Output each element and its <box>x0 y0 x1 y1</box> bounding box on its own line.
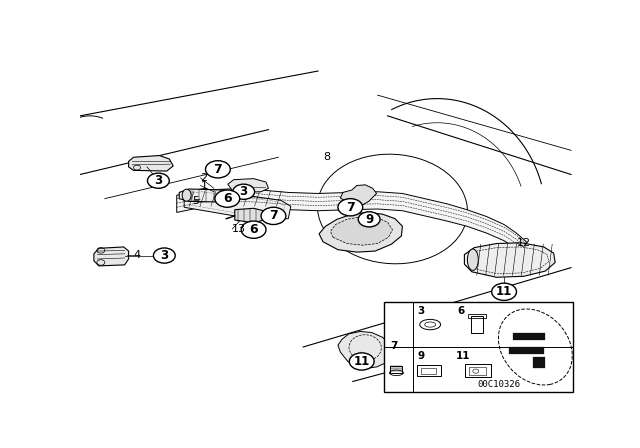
Circle shape <box>261 207 286 224</box>
Text: 5: 5 <box>192 196 199 207</box>
Text: 11: 11 <box>496 285 512 298</box>
Text: 13: 13 <box>232 224 246 234</box>
Text: 9: 9 <box>365 213 373 226</box>
Ellipse shape <box>467 249 478 271</box>
Polygon shape <box>338 332 392 368</box>
Bar <box>471 316 483 333</box>
Text: 3: 3 <box>160 249 168 262</box>
Bar <box>383 302 573 392</box>
Polygon shape <box>235 208 264 223</box>
Text: 3: 3 <box>417 306 424 316</box>
Polygon shape <box>179 189 234 202</box>
Ellipse shape <box>182 189 191 201</box>
Bar <box>465 364 491 377</box>
Polygon shape <box>129 155 173 171</box>
Text: 2: 2 <box>200 173 207 183</box>
Circle shape <box>358 212 380 227</box>
Bar <box>417 365 441 376</box>
Circle shape <box>205 161 230 178</box>
Bar <box>390 366 403 373</box>
Bar <box>513 333 545 340</box>
Polygon shape <box>340 185 376 208</box>
Polygon shape <box>330 216 392 245</box>
Bar <box>509 347 544 354</box>
Polygon shape <box>465 243 555 277</box>
Circle shape <box>241 221 266 238</box>
Text: 10: 10 <box>397 358 412 367</box>
Polygon shape <box>94 247 129 266</box>
Circle shape <box>147 173 169 188</box>
Text: 6: 6 <box>250 223 258 236</box>
Circle shape <box>492 283 516 301</box>
Text: 1: 1 <box>200 181 207 190</box>
Text: 7: 7 <box>214 163 222 176</box>
Text: 7: 7 <box>346 201 355 214</box>
Polygon shape <box>184 189 291 220</box>
Text: 8: 8 <box>323 152 330 162</box>
Circle shape <box>154 248 175 263</box>
Bar <box>533 357 545 368</box>
Polygon shape <box>177 189 527 257</box>
Circle shape <box>338 198 363 216</box>
Bar <box>469 367 486 375</box>
Text: 3: 3 <box>239 185 248 198</box>
Bar <box>468 314 486 318</box>
Text: 12: 12 <box>516 238 531 248</box>
Polygon shape <box>228 179 269 193</box>
Circle shape <box>233 184 255 199</box>
Text: 4: 4 <box>134 250 141 259</box>
Text: 11: 11 <box>354 355 370 368</box>
Bar <box>421 368 436 374</box>
Text: 11: 11 <box>456 351 470 361</box>
Circle shape <box>349 353 374 370</box>
Text: 00C10326: 00C10326 <box>477 380 520 389</box>
Text: 7: 7 <box>269 209 278 222</box>
Polygon shape <box>319 212 403 252</box>
Text: 6: 6 <box>223 192 232 205</box>
Text: 3: 3 <box>154 174 163 187</box>
Text: 9: 9 <box>417 351 424 361</box>
Circle shape <box>215 190 240 207</box>
Text: 7: 7 <box>390 341 398 351</box>
Text: 6: 6 <box>457 306 464 316</box>
